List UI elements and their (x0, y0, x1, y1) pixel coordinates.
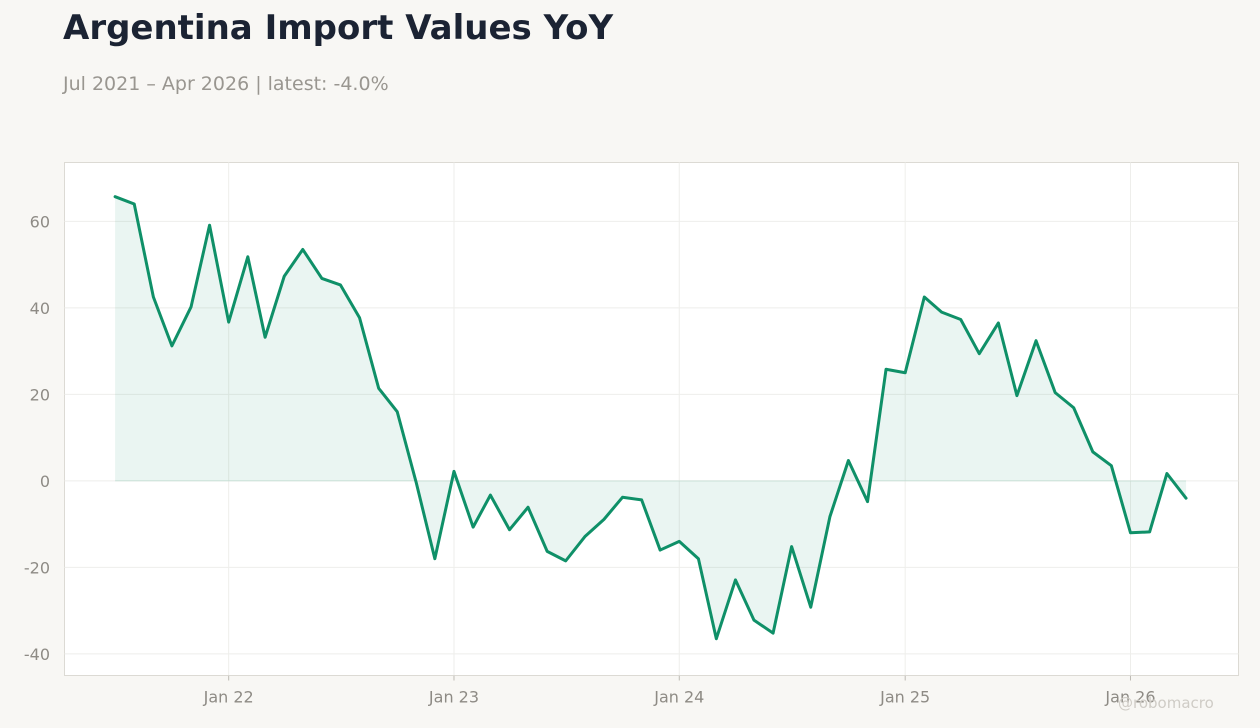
data-point (678, 540, 681, 543)
data-point (152, 295, 155, 299)
series-layer (113, 195, 1188, 641)
data-point (771, 631, 775, 635)
data-point (1053, 391, 1057, 394)
data-point (545, 550, 549, 553)
series-area (115, 196, 1187, 639)
watermark: @robomacro (1118, 694, 1214, 712)
data-point (1129, 531, 1132, 534)
y-tick-label: 40 (30, 299, 50, 318)
data-point (489, 493, 492, 497)
data-point (452, 470, 456, 473)
y-tick-label: -40 (24, 645, 50, 664)
y-tick-label: -20 (24, 558, 50, 577)
data-point (923, 295, 926, 299)
data-point (133, 202, 136, 206)
chart-title: Argentina Import Values YoY (63, 8, 614, 48)
x-tick-label: Jan 25 (879, 688, 930, 707)
data-point (339, 283, 342, 287)
data-point (208, 224, 211, 227)
data-point (320, 277, 324, 280)
data-point (263, 336, 267, 339)
data-point (301, 248, 304, 251)
data-point (959, 318, 962, 321)
data-point (113, 195, 117, 198)
y-tick-label: 60 (30, 212, 50, 231)
data-point (358, 316, 361, 319)
data-point (433, 557, 437, 560)
chart-subtitle: Jul 2021 – Apr 2026 | latest: -4.0% (63, 73, 389, 95)
data-point (1034, 339, 1038, 342)
data-point (1184, 496, 1188, 500)
data-point (1072, 406, 1075, 409)
data-point (809, 605, 812, 609)
data-point (640, 498, 643, 502)
data-point (621, 496, 624, 499)
data-point (752, 618, 756, 622)
data-point (828, 515, 832, 518)
x-tick-label: Jan 24 (653, 688, 704, 707)
data-point (564, 559, 567, 563)
data-point (903, 371, 907, 374)
data-point (1015, 394, 1019, 397)
y-tick-label: 0 (40, 472, 50, 491)
x-tick-label: Jan 26 (1104, 688, 1155, 707)
data-point (1148, 530, 1151, 534)
data-point (395, 410, 399, 413)
data-point (940, 310, 943, 314)
data-point (658, 548, 662, 552)
data-point (377, 387, 380, 390)
data-point (847, 459, 850, 462)
data-point (526, 506, 530, 509)
data-point (997, 321, 1000, 325)
axis-ticks: 60 40 20 0 -20 -40 Jan 22 Jan 23 Jan 24 Jan 25 Jan… (24, 212, 1156, 706)
data-point (246, 255, 250, 258)
x-tick-label: Jan 22 (203, 688, 254, 707)
data-point (978, 352, 981, 355)
data-point (884, 368, 888, 371)
data-point (697, 557, 700, 560)
data-point (734, 578, 737, 582)
data-point (170, 344, 174, 348)
data-point (715, 637, 718, 640)
data-point (866, 500, 869, 503)
data-point (227, 320, 230, 324)
data-point (790, 545, 793, 548)
plot-area (64, 162, 1239, 676)
data-point (583, 535, 587, 538)
data-point (415, 481, 418, 485)
data-point (602, 518, 606, 521)
data-point (1091, 450, 1095, 454)
x-tick-label: Jan 23 (428, 688, 479, 707)
y-tick-label: 20 (30, 385, 50, 404)
data-point (508, 528, 511, 531)
data-point (189, 305, 193, 309)
data-point (1165, 472, 1169, 475)
series-line (113, 195, 1188, 641)
data-point (471, 525, 475, 529)
data-point (1110, 464, 1113, 467)
data-point (283, 275, 286, 278)
